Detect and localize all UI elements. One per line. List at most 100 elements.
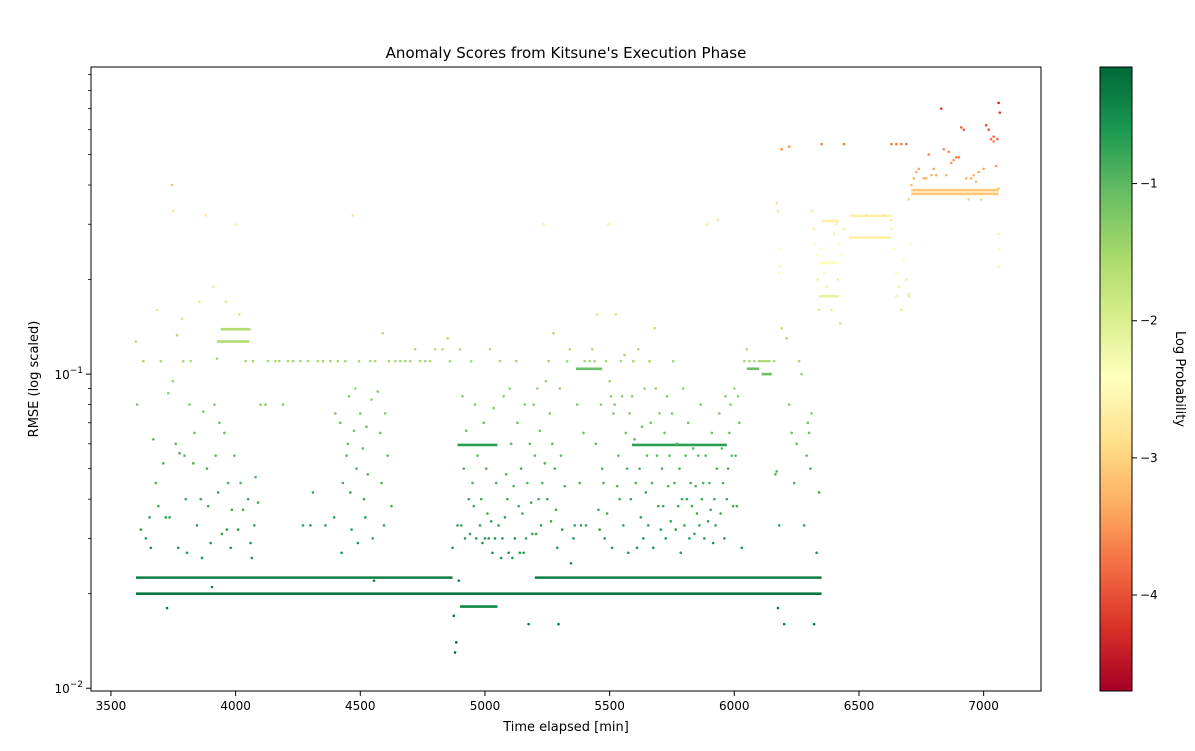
data-point-104 — [357, 359, 361, 363]
data-point-224 — [565, 359, 569, 363]
data-point-28 — [185, 551, 189, 555]
data-point-44 — [213, 403, 216, 406]
data-point-120 — [382, 524, 386, 527]
data-point-34 — [198, 300, 201, 304]
data-point-472 — [997, 187, 1000, 190]
data-point-55 — [230, 508, 234, 512]
data-point-447 — [949, 161, 953, 165]
data-point-49 — [220, 532, 224, 536]
data-point-274 — [639, 516, 643, 519]
data-point-226 — [569, 561, 573, 565]
data-point-470 — [992, 135, 995, 138]
data-point-326 — [704, 454, 707, 457]
data-point-329 — [708, 481, 711, 485]
data-point-173 — [499, 556, 503, 560]
data-point-388 — [776, 209, 780, 213]
data-point-239 — [595, 313, 599, 316]
data-point-306 — [679, 551, 682, 555]
data-point-381 — [807, 431, 811, 435]
data-point-219 — [557, 622, 560, 626]
data-point-365 — [774, 472, 777, 476]
data-point-210 — [545, 497, 549, 501]
data-point-195 — [527, 622, 530, 626]
data-point-64 — [249, 541, 252, 545]
data-point-33 — [195, 524, 199, 527]
data-point-101 — [354, 387, 357, 390]
data-point-168 — [492, 406, 495, 410]
data-point-70 — [259, 403, 262, 406]
data-point-335 — [715, 467, 719, 470]
data-point-344 — [726, 467, 730, 470]
data-point-396 — [814, 242, 817, 246]
data-point-116 — [376, 390, 380, 393]
data-point-328 — [706, 519, 710, 523]
data-point-368 — [777, 524, 781, 527]
data-point-171 — [497, 524, 500, 527]
data-point-285 — [653, 326, 656, 330]
data-point-179 — [507, 551, 510, 555]
data-point-411 — [842, 227, 846, 231]
data-point-322 — [699, 403, 702, 406]
data-point-454 — [967, 198, 970, 201]
data-point-92 — [341, 481, 345, 485]
data-point-72 — [266, 359, 270, 363]
data-point-11 — [159, 359, 163, 363]
data-point-445 — [944, 173, 948, 177]
data-point-124 — [390, 504, 393, 508]
data-point-218 — [555, 546, 559, 550]
data-point-278 — [644, 491, 648, 494]
data-point-324 — [701, 481, 705, 485]
data-point-222 — [560, 528, 564, 531]
data-point-296 — [666, 484, 670, 488]
data-point-113 — [371, 537, 375, 540]
data-point-20 — [174, 442, 178, 446]
data-point-159 — [481, 541, 484, 545]
data-point-276 — [641, 537, 645, 540]
data-point-110 — [366, 472, 370, 476]
data-point-429 — [895, 142, 898, 146]
data-point-36 — [200, 556, 204, 560]
data-point-452 — [962, 128, 966, 131]
data-point-321 — [698, 524, 701, 527]
data-point-12 — [162, 462, 165, 465]
data-point-383 — [810, 412, 813, 415]
data-point-221 — [559, 454, 563, 457]
data-point-62 — [244, 359, 247, 363]
data-point-223 — [563, 484, 567, 488]
data-point-325 — [703, 537, 706, 540]
x-tick-label: 5500 — [594, 699, 625, 713]
data-point-5 — [148, 516, 151, 519]
data-point-416 — [890, 218, 893, 222]
data-point-208 — [543, 462, 547, 465]
data-point-148 — [464, 429, 468, 433]
data-point-0 — [134, 340, 138, 343]
data-point-214 — [550, 442, 554, 446]
data-point-79 — [301, 524, 305, 527]
data-point-141 — [456, 524, 459, 527]
x-axis-label: Time elapsed [min] — [502, 720, 629, 735]
data-point-316 — [691, 447, 695, 450]
data-point-130 — [418, 359, 422, 363]
data-point-186 — [516, 421, 519, 425]
data-point-343 — [725, 497, 729, 501]
data-point-87 — [332, 516, 336, 519]
data-point-390 — [777, 271, 781, 275]
data-point-265 — [628, 412, 631, 415]
data-point-355 — [742, 359, 746, 363]
data-point-467 — [997, 247, 1000, 251]
data-point-430 — [900, 142, 903, 146]
data-point-369 — [780, 326, 783, 330]
data-point-206 — [541, 481, 544, 485]
data-point-189 — [519, 467, 523, 470]
data-point-213 — [549, 519, 553, 523]
data-point-191 — [522, 551, 525, 555]
data-point-22 — [176, 546, 180, 550]
data-point-67 — [253, 524, 256, 527]
data-point-109 — [365, 425, 368, 429]
data-point-161 — [483, 537, 487, 540]
data-point-125 — [393, 359, 397, 363]
x-axis: 3500 4000 4500 5000 5500 6000 6500 7000 — [96, 691, 999, 713]
data-point-402 — [825, 285, 828, 288]
data-point-252 — [612, 412, 615, 415]
data-point-298 — [669, 519, 673, 523]
